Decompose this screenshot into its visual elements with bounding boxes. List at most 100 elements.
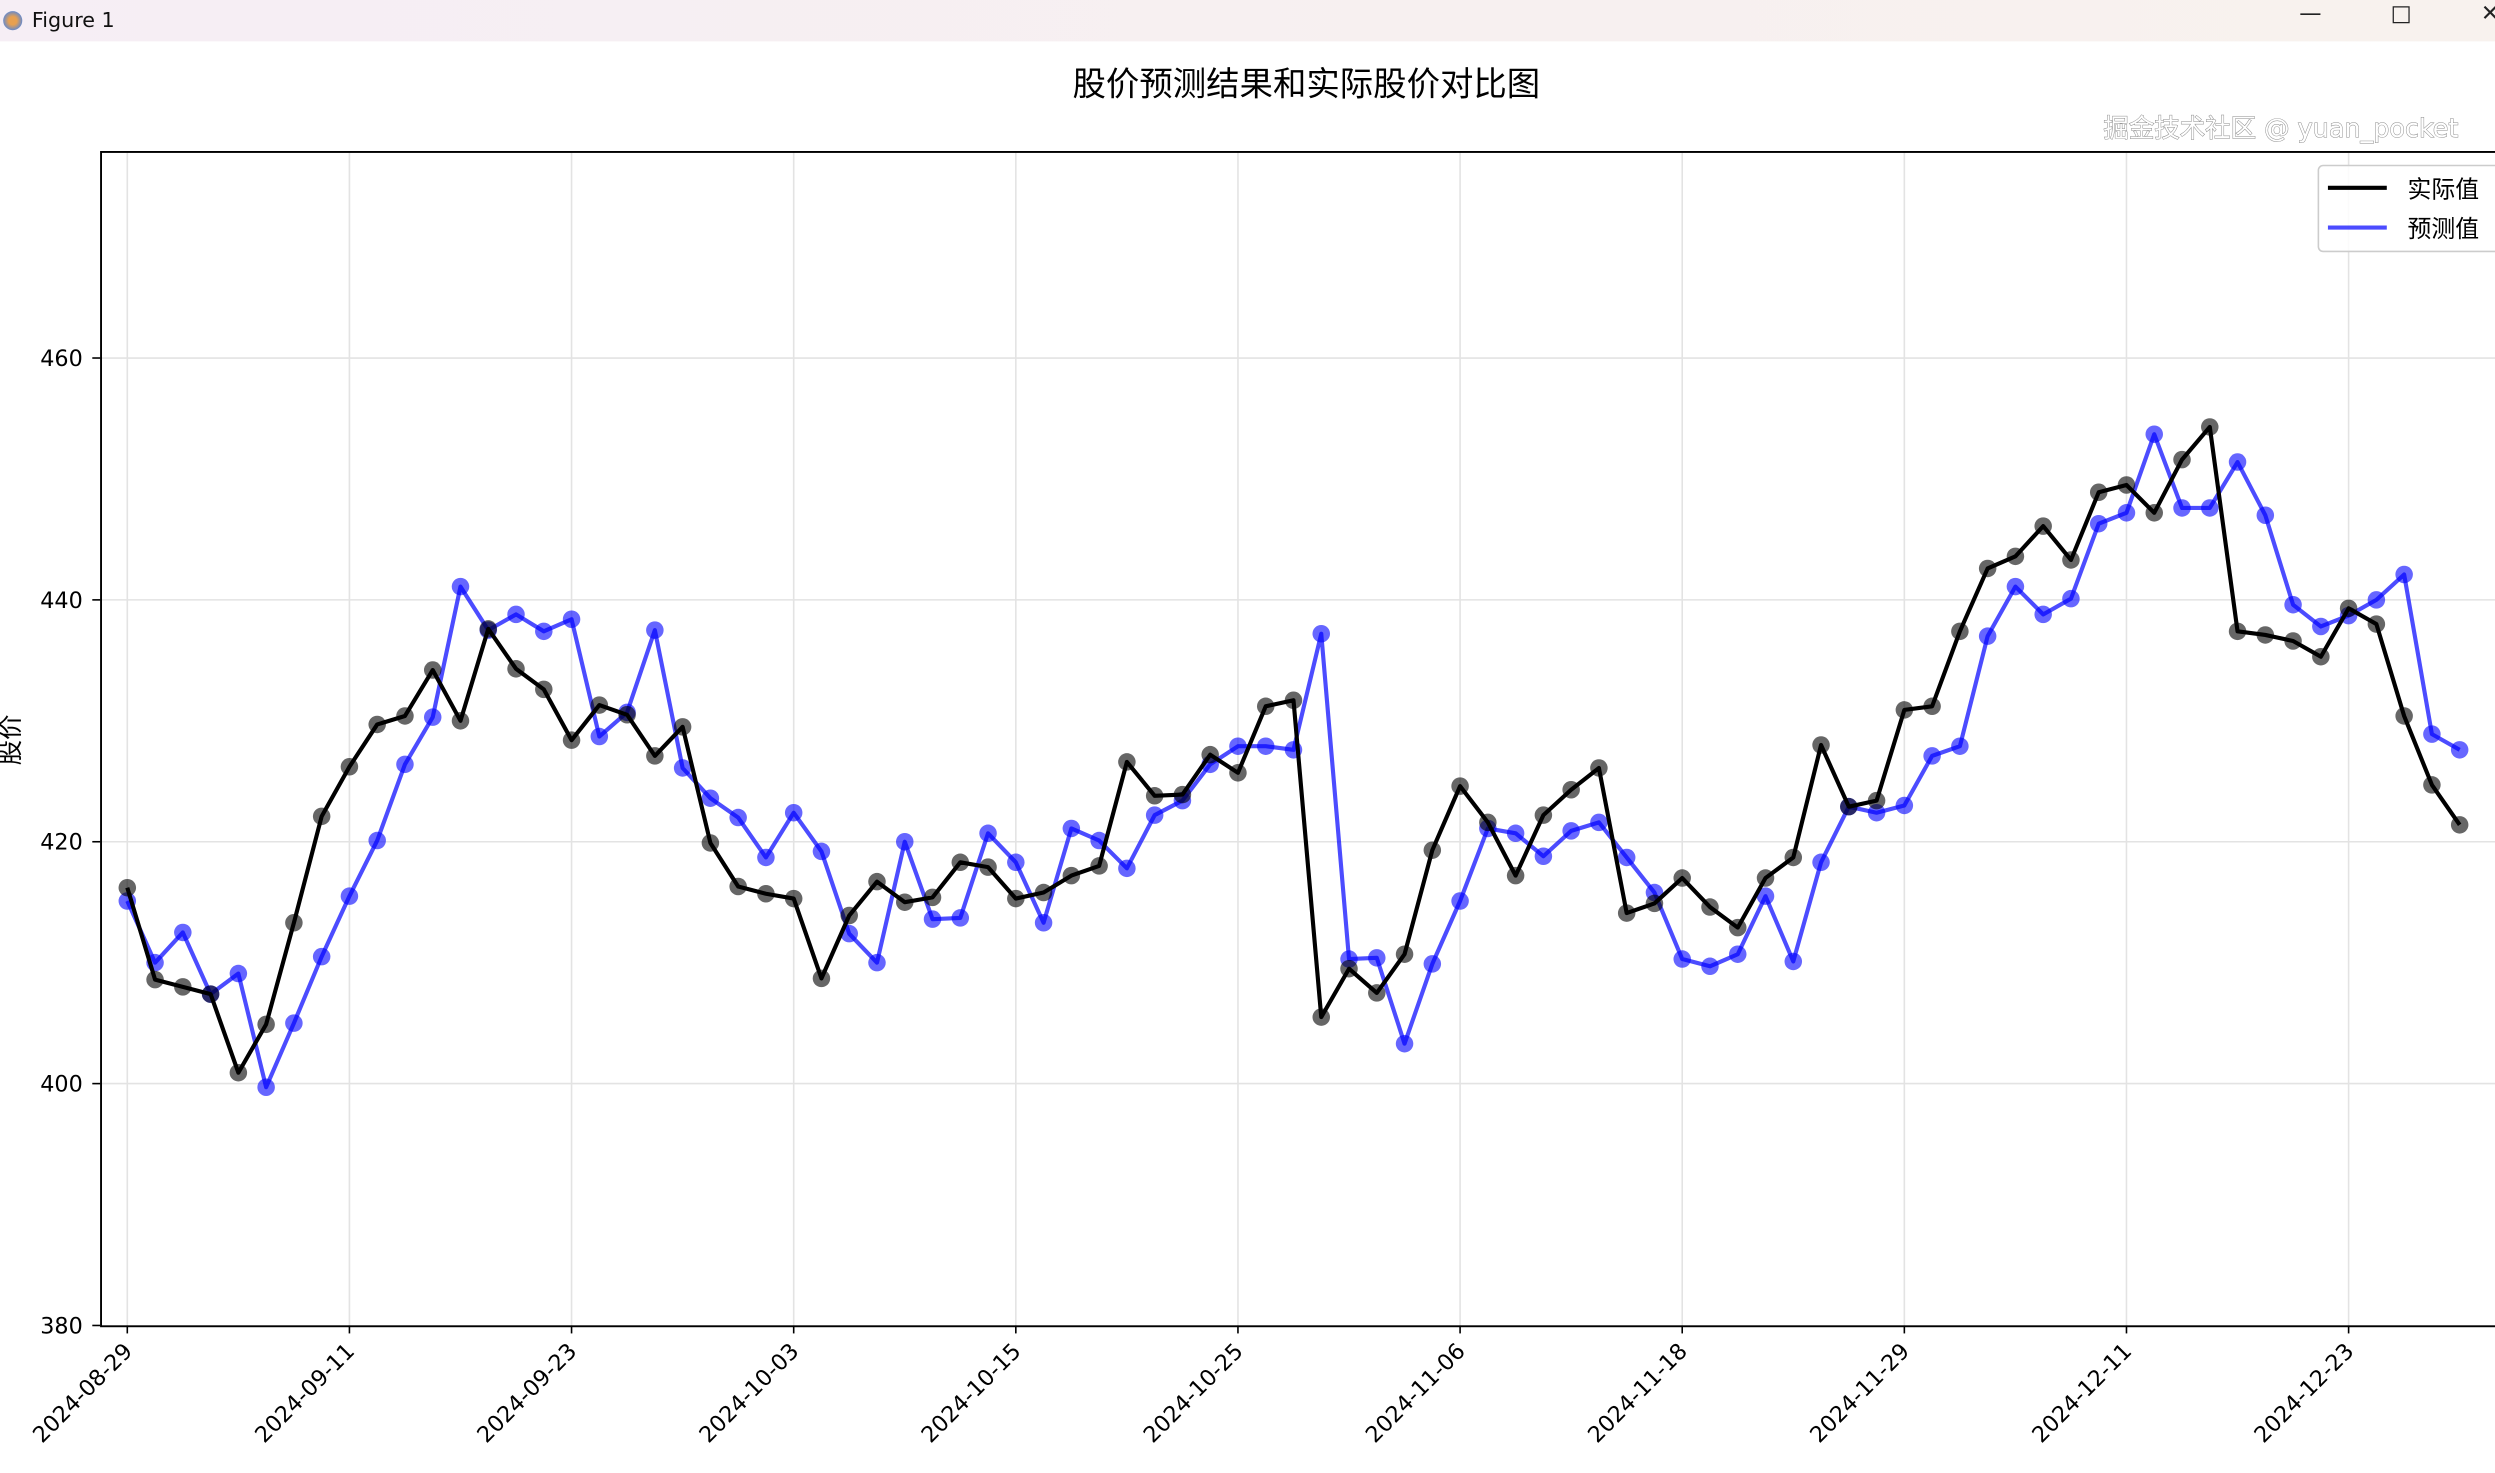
predicted-point [451, 577, 470, 596]
x-tick-label: 2024-08-29 [28, 1338, 138, 1448]
actual-point [1312, 1008, 1331, 1026]
predicted-point [1118, 859, 1136, 878]
actual-point [896, 893, 914, 911]
actual-point [1062, 866, 1081, 885]
actual-point [146, 970, 164, 989]
predicted-point [1062, 819, 1081, 838]
actual-point [2339, 599, 2358, 618]
actual-point [701, 834, 720, 852]
actual-point [757, 884, 775, 903]
actual-point [2450, 816, 2469, 834]
actual-point [1256, 697, 1275, 716]
predicted-point [896, 832, 914, 851]
predicted-point [1673, 950, 1691, 968]
predicted-point [2201, 499, 2219, 517]
actual-point [479, 620, 498, 638]
predicted-point [729, 808, 747, 827]
predicted-point [423, 708, 442, 726]
actual-point [229, 1063, 248, 1082]
actual-point [451, 712, 470, 730]
predicted-point [2062, 589, 2080, 608]
predicted-point [1007, 853, 1025, 872]
actual-point [1756, 869, 1775, 887]
predicted-point [1534, 847, 1553, 866]
actual-point [2284, 632, 2302, 650]
predicted-point [1701, 957, 1719, 976]
actual-point [1645, 894, 1664, 913]
actual-point [2395, 707, 2413, 725]
predicted-point [757, 848, 775, 867]
y-tick-label: 400 [40, 1072, 83, 1098]
predicted-point [2117, 504, 2136, 522]
actual-point [1784, 848, 1803, 867]
actual-point [1978, 559, 1997, 578]
predicted-point [2089, 514, 2108, 533]
y-tick-label: 440 [40, 588, 83, 614]
predicted-point [562, 610, 581, 628]
actual-point [2062, 551, 2080, 569]
x-tick-label: 2024-09-23 [472, 1338, 582, 1448]
predicted-point [1812, 853, 1830, 872]
actual-point [979, 858, 997, 876]
series-actual [118, 418, 2469, 1082]
window-titlebar: Figure 1 — □ ✕ [0, 0, 2495, 42]
actual-point [2201, 418, 2219, 436]
predicted-point [2367, 591, 2386, 609]
predicted-point [2228, 453, 2247, 471]
actual-point [1479, 813, 1497, 832]
predicted-point [2395, 565, 2413, 584]
close-icon[interactable]: ✕ [2458, 0, 2495, 32]
predicted-point [868, 953, 886, 972]
series-predicted [118, 425, 2469, 1096]
predicted-point [1617, 848, 1636, 867]
predicted-point [507, 605, 525, 624]
x-tick-label: 2024-10-15 [917, 1338, 1027, 1448]
actual-point [1840, 797, 1858, 816]
predicted-point [2312, 617, 2330, 636]
actual-point [2117, 476, 2136, 494]
minimize-icon[interactable]: — [2299, 1, 2322, 28]
actual-point [1395, 945, 1414, 963]
actual-point [784, 889, 803, 908]
x-tick-label: 2024-10-03 [694, 1338, 804, 1448]
predicted-point [340, 887, 359, 905]
grid [101, 152, 2495, 1326]
actual-point [2423, 776, 2441, 794]
predicted-point [1395, 1034, 1414, 1053]
actual-point [951, 853, 970, 872]
predicted-point [784, 803, 803, 822]
actual-point [923, 888, 942, 907]
predicted-point [2423, 725, 2441, 743]
predicted-point [535, 622, 553, 641]
actual-point [285, 914, 303, 932]
actual-point [1534, 806, 1553, 824]
actual-point [1812, 736, 1830, 754]
predicted-point [1034, 914, 1053, 932]
predicted-point [646, 621, 664, 639]
predicted-point [979, 824, 997, 843]
axes-frame [100, 151, 2495, 1328]
actual-point [1701, 898, 1719, 916]
actual-point [2006, 547, 2025, 566]
predicted-point [1256, 737, 1275, 755]
actual-point [1340, 959, 1358, 978]
actual-point [312, 807, 331, 826]
predicted-point [2450, 741, 2469, 759]
predicted-point [2006, 577, 2025, 596]
predicted-point [673, 759, 692, 777]
actual-point [2145, 504, 2163, 522]
maximize-icon[interactable]: □ [2390, 1, 2412, 28]
actual-point [1368, 984, 1386, 1002]
y-tick-label: 380 [40, 1313, 83, 1339]
actual-point [2034, 517, 2052, 535]
predicted-point [1562, 822, 1580, 840]
actual-point [590, 696, 609, 714]
actual-point [507, 660, 525, 678]
legend-label-predicted: 预测值 [2407, 215, 2479, 243]
x-tick-label: 2024-12-11 [2027, 1338, 2137, 1448]
actual-point [618, 706, 636, 724]
legend-label-actual: 实际值 [2407, 175, 2479, 203]
chart: 股价预测结果和实际股价对比图 380 400 420 440 460 2024-08-29… [0, 64, 2495, 1448]
actual-point [562, 731, 581, 749]
predicted-point [2145, 425, 2163, 443]
